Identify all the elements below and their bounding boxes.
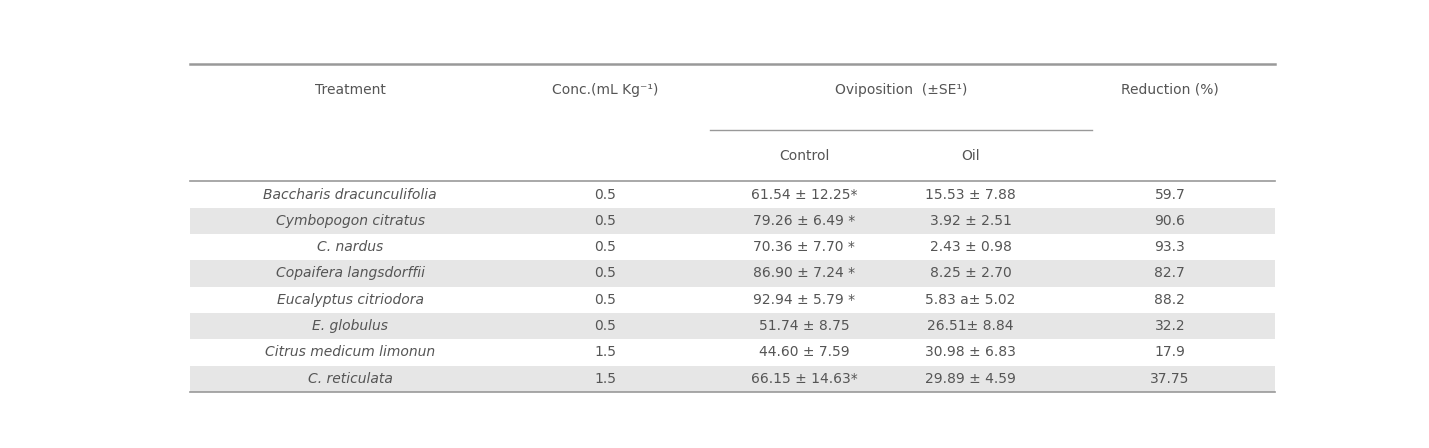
Text: 59.7: 59.7 <box>1155 188 1185 202</box>
Text: 37.75: 37.75 <box>1150 372 1189 386</box>
Bar <box>190 313 1275 339</box>
Text: 1.5: 1.5 <box>594 345 616 359</box>
Text: 2.43 ± 0.98: 2.43 ± 0.98 <box>929 240 1012 254</box>
Text: 30.98 ± 6.83: 30.98 ± 6.83 <box>925 345 1016 359</box>
Text: Control: Control <box>779 149 830 163</box>
Bar <box>190 339 1275 366</box>
Text: 79.26 ± 6.49 *: 79.26 ± 6.49 * <box>753 214 856 228</box>
Bar <box>190 287 1275 313</box>
Bar <box>190 64 1275 181</box>
Text: Conc.(mL Kg⁻¹): Conc.(mL Kg⁻¹) <box>552 83 659 97</box>
Text: 8.25 ± 2.70: 8.25 ± 2.70 <box>930 267 1012 280</box>
Text: 92.94 ± 5.79 *: 92.94 ± 5.79 * <box>753 293 856 307</box>
Text: 17.9: 17.9 <box>1155 345 1185 359</box>
Text: 86.90 ± 7.24 *: 86.90 ± 7.24 * <box>753 267 856 280</box>
Text: C. nardus: C. nardus <box>317 240 383 254</box>
Text: 32.2: 32.2 <box>1155 319 1185 333</box>
Text: 90.6: 90.6 <box>1155 214 1185 228</box>
Text: 29.89 ± 4.59: 29.89 ± 4.59 <box>925 372 1016 386</box>
Bar <box>190 208 1275 234</box>
Text: 0.5: 0.5 <box>594 240 616 254</box>
Text: 66.15 ± 14.63*: 66.15 ± 14.63* <box>752 372 857 386</box>
Text: 26.51± 8.84: 26.51± 8.84 <box>927 319 1013 333</box>
Bar <box>190 234 1275 260</box>
Text: 93.3: 93.3 <box>1155 240 1185 254</box>
Text: 15.53 ± 7.88: 15.53 ± 7.88 <box>925 188 1016 202</box>
Text: 0.5: 0.5 <box>594 293 616 307</box>
Text: 44.60 ± 7.59: 44.60 ± 7.59 <box>759 345 850 359</box>
Text: 1.5: 1.5 <box>594 372 616 386</box>
Text: 0.5: 0.5 <box>594 267 616 280</box>
Bar <box>190 181 1275 208</box>
Text: 0.5: 0.5 <box>594 319 616 333</box>
Text: Copaifera langsdorffii: Copaifera langsdorffii <box>276 267 424 280</box>
Text: 70.36 ± 7.70 *: 70.36 ± 7.70 * <box>753 240 856 254</box>
Text: 61.54 ± 12.25*: 61.54 ± 12.25* <box>752 188 857 202</box>
Bar <box>190 260 1275 287</box>
Text: Baccharis dracunculifolia: Baccharis dracunculifolia <box>263 188 437 202</box>
Text: Eucalyptus citriodora: Eucalyptus citriodora <box>277 293 424 307</box>
Text: C. reticulata: C. reticulata <box>307 372 393 386</box>
Text: 3.92 ± 2.51: 3.92 ± 2.51 <box>929 214 1012 228</box>
Text: Reduction (%): Reduction (%) <box>1120 83 1219 97</box>
Text: 0.5: 0.5 <box>594 214 616 228</box>
Text: 88.2: 88.2 <box>1155 293 1185 307</box>
Text: Oviposition  (±SE¹): Oviposition (±SE¹) <box>835 83 967 97</box>
Text: 82.7: 82.7 <box>1155 267 1185 280</box>
Text: 5.83 a± 5.02: 5.83 a± 5.02 <box>926 293 1016 307</box>
Text: Citrus medicum limonun: Citrus medicum limonun <box>266 345 436 359</box>
Text: 51.74 ± 8.75: 51.74 ± 8.75 <box>759 319 850 333</box>
Text: E. globulus: E. globulus <box>313 319 389 333</box>
Text: Oil: Oil <box>962 149 980 163</box>
Text: Treatment: Treatment <box>314 83 386 97</box>
Bar <box>190 366 1275 392</box>
Text: Cymbopogon citratus: Cymbopogon citratus <box>276 214 424 228</box>
Text: 0.5: 0.5 <box>594 188 616 202</box>
